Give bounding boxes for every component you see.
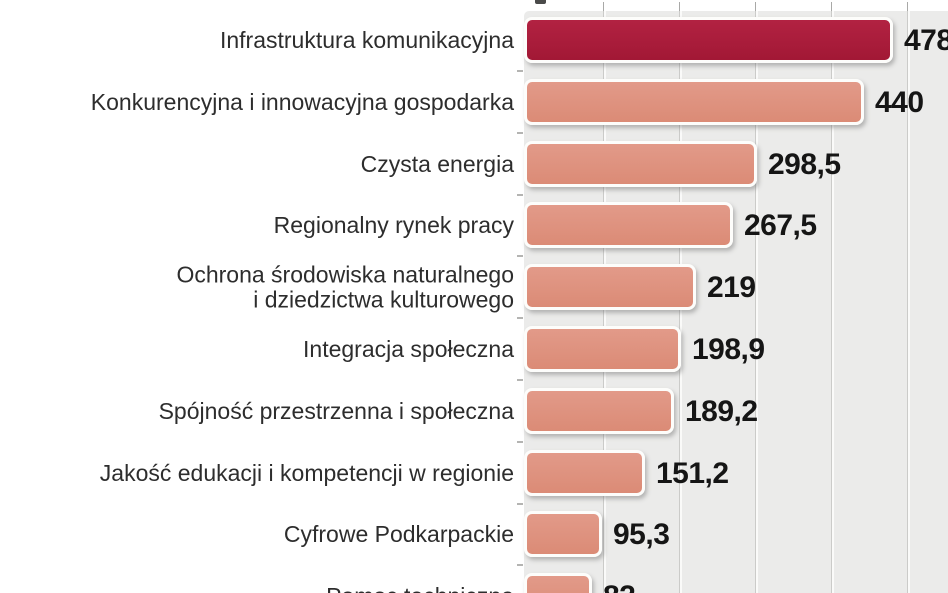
category-divider-tick	[517, 193, 523, 196]
category-label-line: Infrastruktura komunikacyjna	[219, 26, 514, 53]
bar	[524, 511, 602, 558]
category-label-line: Regionalny rynek pracy	[273, 212, 514, 239]
bar-highlighted	[524, 17, 893, 63]
value-label: 298,5	[768, 147, 841, 181]
bar	[524, 573, 592, 593]
category-divider-tick	[517, 564, 523, 567]
category-label: Konkurencyjna i innowacyjna gospodarka	[0, 88, 514, 115]
axis-tick	[907, 2, 908, 11]
category-divider-tick	[517, 255, 523, 258]
category-label: Pomoc techniczna	[0, 584, 514, 593]
category-label: Jakość edukacji i kompetencji w regionie	[0, 460, 514, 485]
cropped-text-artifact	[535, 0, 546, 4]
bar	[524, 202, 733, 249]
category-label-line: Jakość edukacji i kompetencji w regionie	[99, 459, 514, 486]
category-label: Czysta energia	[0, 151, 514, 176]
category-label-line: i dziedzictwa kulturowego	[253, 286, 514, 313]
bar	[524, 326, 681, 372]
category-label: Spójność przestrzenna i społeczna	[0, 397, 514, 424]
value-label: 95,3	[613, 518, 670, 552]
value-label: 189,2	[685, 394, 758, 428]
gridline	[831, 11, 834, 593]
category-divider-tick	[517, 317, 523, 320]
value-label: 82	[603, 580, 636, 593]
category-label: Infrastruktura komunikacyjna	[0, 28, 514, 53]
category-label-line: Integracja społeczna	[303, 335, 514, 362]
value-label: 198,9	[692, 333, 765, 366]
bar	[524, 449, 645, 496]
category-label: Ochrona środowiska naturalnego i dziedzic…	[0, 261, 514, 313]
category-label-line: Czysta energia	[360, 150, 514, 177]
bar	[524, 264, 696, 311]
category-label-line: Ochrona środowiska naturalnego	[176, 261, 514, 288]
category-label: Cyfrowe Podkarpackie	[0, 522, 514, 547]
axis-tick	[755, 2, 756, 11]
value-label: 478	[904, 24, 948, 57]
value-label: 219	[707, 271, 756, 305]
category-label-line: Pomoc techniczna	[326, 583, 514, 593]
category-label: Integracja społeczna	[0, 337, 514, 362]
category-divider-tick	[517, 69, 523, 72]
value-label: 151,2	[656, 456, 729, 490]
bar	[524, 387, 674, 434]
axis-tick	[679, 2, 680, 11]
value-label: 267,5	[744, 209, 817, 243]
category-label-line: Spójność przestrzenna i społeczna	[158, 397, 514, 424]
category-divider-tick	[517, 502, 523, 505]
category-divider-tick	[517, 440, 523, 443]
value-label: 440	[875, 85, 924, 119]
bar	[524, 78, 864, 125]
gridline	[907, 11, 910, 593]
category-divider-tick	[517, 378, 523, 381]
gridline	[755, 11, 758, 593]
axis-tick	[831, 2, 832, 11]
category-label-line: Cyfrowe Podkarpackie	[283, 521, 514, 548]
category-label: Regionalny rynek pracy	[0, 213, 514, 238]
axis-tick	[603, 2, 604, 11]
bar	[524, 140, 757, 187]
category-divider-tick	[517, 131, 523, 134]
category-label-line: Konkurencyjna i innowacyjna gospodarka	[90, 88, 514, 115]
